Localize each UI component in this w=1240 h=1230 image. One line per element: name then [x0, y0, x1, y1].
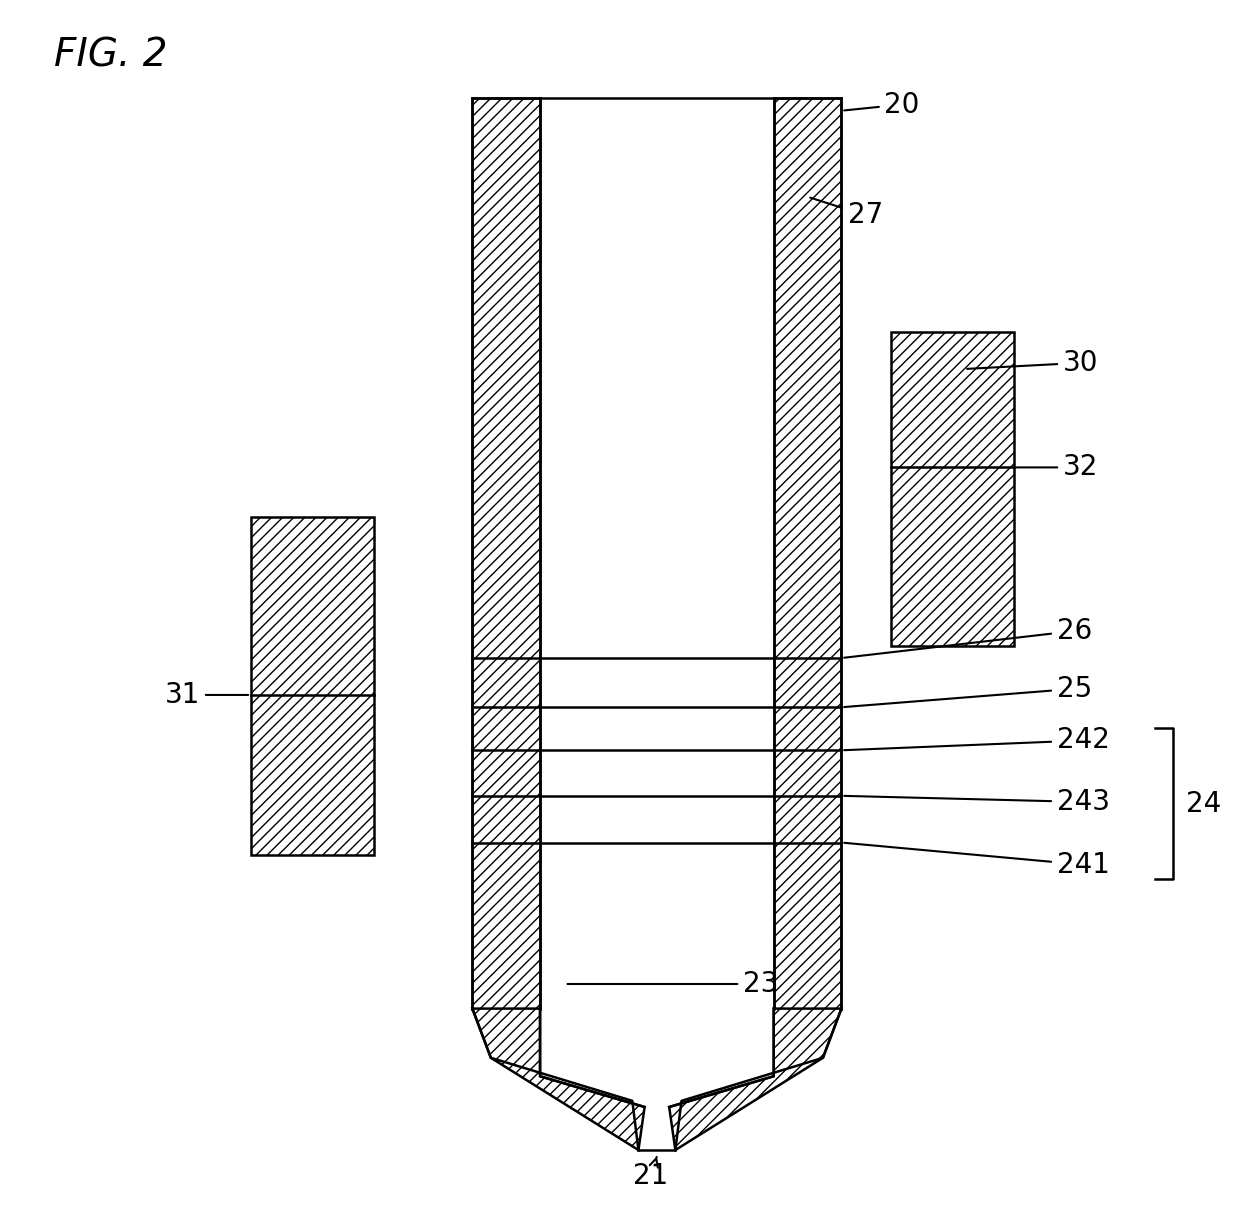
Polygon shape [670, 1009, 842, 1150]
Bar [250, 517, 374, 855]
Text: 21: 21 [634, 1157, 668, 1191]
Bar [774, 98, 842, 1009]
Text: 242: 242 [844, 727, 1110, 754]
Text: 243: 243 [844, 788, 1110, 815]
Text: 24: 24 [1185, 790, 1221, 818]
Text: 31: 31 [165, 681, 248, 708]
Text: 25: 25 [844, 675, 1092, 707]
Text: 26: 26 [844, 617, 1092, 658]
Text: 27: 27 [810, 198, 883, 229]
Bar [472, 98, 541, 1009]
Text: 241: 241 [844, 843, 1110, 878]
Bar [890, 332, 1013, 646]
Text: 23: 23 [568, 970, 779, 998]
Polygon shape [472, 1009, 645, 1150]
Text: 20: 20 [844, 91, 920, 118]
Text: FIG. 2: FIG. 2 [55, 37, 167, 75]
Text: 32: 32 [1017, 454, 1099, 481]
Bar [541, 98, 774, 1009]
Text: 30: 30 [967, 349, 1099, 376]
Polygon shape [541, 1009, 774, 1107]
